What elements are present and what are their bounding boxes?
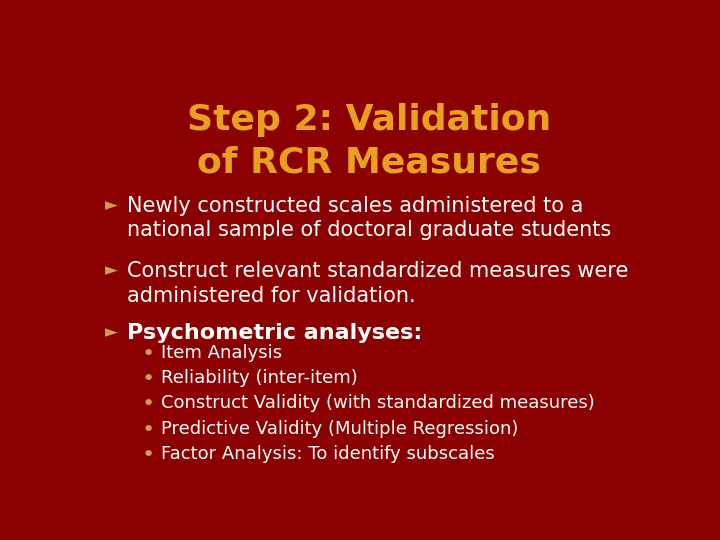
- Text: ►: ►: [105, 195, 118, 214]
- Text: •: •: [142, 343, 155, 363]
- Text: Factor Analysis: To identify subscales: Factor Analysis: To identify subscales: [161, 445, 495, 463]
- Text: Construct Validity (with standardized measures): Construct Validity (with standardized me…: [161, 394, 595, 413]
- Text: Predictive Validity (Multiple Regression): Predictive Validity (Multiple Regression…: [161, 420, 518, 438]
- Text: Item Analysis: Item Analysis: [161, 343, 282, 362]
- Text: Reliability (inter-item): Reliability (inter-item): [161, 369, 358, 387]
- Text: Construct relevant standardized measures were
administered for validation.: Construct relevant standardized measures…: [127, 261, 629, 306]
- Text: •: •: [142, 445, 155, 465]
- Text: •: •: [142, 394, 155, 414]
- Text: •: •: [142, 369, 155, 389]
- Text: ►: ►: [105, 261, 118, 279]
- Text: •: •: [142, 420, 155, 440]
- Text: Step 2: Validation
of RCR Measures: Step 2: Validation of RCR Measures: [187, 103, 551, 179]
- Text: Psychometric analyses:: Psychometric analyses:: [127, 323, 423, 343]
- Text: Newly constructed scales administered to a
national sample of doctoral graduate : Newly constructed scales administered to…: [127, 195, 611, 240]
- Text: ►: ►: [105, 323, 118, 341]
